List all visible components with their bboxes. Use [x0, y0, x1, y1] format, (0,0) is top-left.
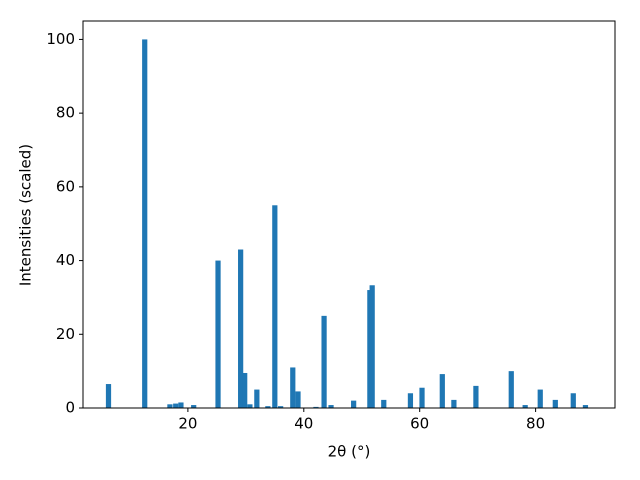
- x-tick-label: 60: [410, 415, 429, 433]
- bar: [238, 249, 244, 408]
- bar: [419, 387, 425, 408]
- bar: [508, 371, 514, 408]
- bar: [451, 399, 457, 408]
- bar: [290, 367, 296, 408]
- bar: [522, 405, 528, 408]
- bar: [369, 285, 375, 408]
- y-axis-label: Intensities (scaled): [17, 144, 35, 286]
- bar: [328, 405, 334, 408]
- y-tick-label: 20: [56, 325, 75, 343]
- bar: [178, 402, 184, 408]
- x-tick-label: 40: [294, 415, 313, 433]
- bar: [321, 315, 327, 408]
- bar: [407, 393, 414, 408]
- bar: [142, 39, 148, 409]
- bar: [247, 404, 253, 408]
- bar: [570, 393, 576, 408]
- x-axis-label: 2θ (°): [328, 443, 371, 461]
- y-tick-label: 60: [56, 177, 75, 195]
- y-tick-label: 0: [65, 399, 75, 417]
- y-tick-label: 100: [46, 30, 75, 48]
- bar: [295, 391, 301, 408]
- bar: [191, 405, 197, 408]
- bar: [473, 385, 479, 408]
- bar: [582, 405, 589, 408]
- x-tick-label: 20: [178, 415, 197, 433]
- bar: [313, 406, 319, 408]
- bar: [242, 372, 248, 408]
- bar: [215, 260, 221, 408]
- bar: [265, 406, 271, 408]
- x-tick-label: 80: [526, 415, 545, 433]
- y-tick-label: 40: [56, 251, 75, 269]
- bar: [351, 400, 357, 408]
- bar: [105, 384, 112, 408]
- bar: [439, 374, 445, 408]
- plot-frame: [82, 20, 616, 409]
- bar: [272, 205, 278, 408]
- y-tick-label: 80: [56, 104, 75, 122]
- bar: [254, 389, 260, 408]
- bar: [173, 403, 179, 408]
- bar: [537, 389, 543, 408]
- bar: [381, 399, 387, 408]
- bar: [278, 406, 284, 408]
- bar: [552, 399, 558, 408]
- bar: [167, 404, 173, 408]
